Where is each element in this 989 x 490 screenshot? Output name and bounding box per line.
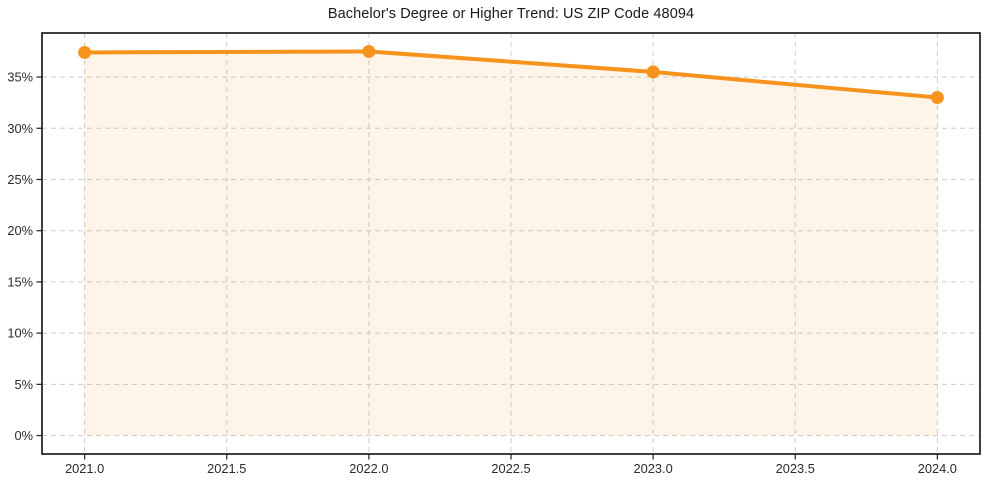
y-tick-label: 15%	[7, 274, 33, 289]
data-point-marker	[362, 44, 376, 58]
y-tick-label: 25%	[7, 172, 33, 187]
trend-line	[82, 49, 940, 100]
x-tick-label: 2021.5	[207, 461, 246, 476]
x-tick-label: 2022.0	[349, 461, 388, 476]
chart-title: Bachelor's Degree or Higher Trend: US ZI…	[327, 6, 695, 22]
x-tick-label: 2023.0	[634, 461, 673, 476]
data-point-marker	[646, 65, 660, 79]
data-point-marker	[930, 91, 944, 105]
y-tick-label: 10%	[7, 326, 33, 341]
y-tick-label: 5%	[15, 377, 34, 392]
area-fill	[84, 51, 938, 436]
data-point-marker	[78, 45, 92, 59]
y-tick-label: 20%	[7, 223, 33, 238]
x-tick-label: 2022.5	[491, 461, 530, 476]
x-tick-label: 2024.0	[918, 461, 957, 476]
y-tick-label: 30%	[7, 121, 33, 136]
x-tick-label: 2023.5	[776, 461, 815, 476]
x-tick-label: 2021.0	[65, 461, 104, 476]
y-tick-label: 35%	[7, 70, 33, 85]
y-tick-label: 0%	[15, 428, 34, 443]
